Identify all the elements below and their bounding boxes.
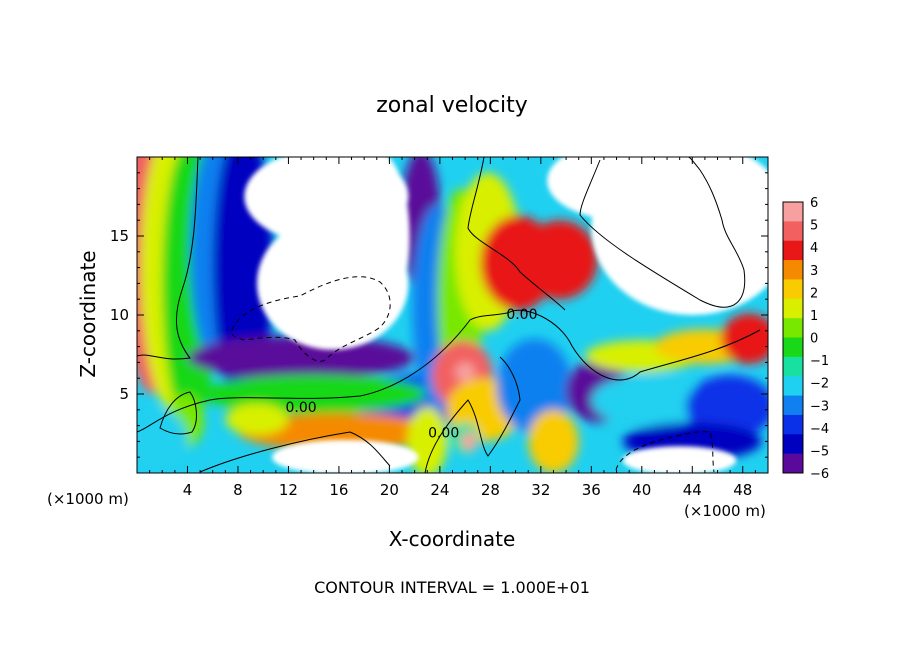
x-axis: 4 8 12 16 20 24 28 32 36 40 44 48 — [149, 157, 756, 499]
colorbar-swatch-0 — [783, 202, 803, 222]
out-of-range-region-2 — [338, 157, 410, 323]
x-tick-label-16: 16 — [329, 481, 348, 499]
y-tick-label-5: 5 — [119, 385, 129, 403]
colorbar-frame — [782, 201, 804, 474]
contour-solid-left — [137, 157, 199, 360]
field-blob-30 — [591, 375, 705, 426]
field-blob-layer — [137, 157, 768, 473]
contour-interval-footer: CONTOUR INTERVAL = 1.000E+01 — [314, 578, 590, 597]
x-tick-label-20: 20 — [380, 481, 399, 499]
colorbar-label-2: 4 — [810, 241, 818, 256]
colorbar-swatch-8 — [783, 356, 803, 377]
x-tick-label-36: 36 — [582, 481, 601, 499]
colorbar-label-5: 1 — [810, 309, 818, 324]
field-blob-25 — [528, 409, 579, 473]
field-blob-17 — [521, 220, 598, 300]
colorbar-label-3: 3 — [810, 264, 818, 279]
x-tick-label-24: 24 — [430, 481, 449, 499]
field-blob-7 — [200, 375, 428, 413]
x-tick-label-32: 32 — [531, 481, 550, 499]
contour-label-1: 0.00 — [506, 307, 537, 323]
chart-title: zonal velocity — [376, 93, 528, 118]
colorbar-swatch-9 — [783, 376, 803, 397]
contour-solid-blob — [159, 391, 197, 435]
x-tick-label-48: 48 — [733, 481, 752, 499]
colorbar-label-6: 0 — [810, 332, 818, 347]
field-blob-24 — [496, 338, 573, 434]
contour-label-0: 0.00 — [285, 400, 316, 416]
x-unit-left: (×1000 m) — [47, 490, 129, 508]
colorbar-label-0: 6 — [810, 196, 818, 211]
y-axis: 5 10 15 — [110, 172, 768, 458]
colorbar: 6 5 4 3 2 1 0 −1 −2 −3 −4 −5 −6 — [782, 196, 829, 482]
out-of-range-region-5 — [272, 439, 419, 473]
contour-label-group: 0.00 0.00 0.00 — [285, 307, 537, 442]
colorbar-swatch-6 — [783, 318, 803, 338]
colorbar-swatch-2 — [783, 240, 803, 261]
contour-label-2: 0.00 — [428, 426, 459, 442]
colorbar-label-1: 5 — [810, 219, 818, 234]
colorbar-swatch-11 — [783, 414, 803, 435]
colorbar-swatch-12 — [783, 434, 803, 455]
colorbar-swatch-7 — [783, 337, 803, 358]
x-tick-label-40: 40 — [632, 481, 651, 499]
colorbar-swatch-13 — [783, 453, 803, 474]
field-blob-19 — [455, 362, 476, 382]
x-tick-label-12: 12 — [279, 481, 298, 499]
contour-thin-right — [579, 157, 746, 308]
x-tick-label-8: 8 — [233, 481, 243, 499]
y-tick-label-15: 15 — [110, 227, 129, 245]
field-blob-31 — [685, 375, 768, 439]
colorbar-label-7: −1 — [810, 354, 829, 369]
x-tick-label-28: 28 — [481, 481, 500, 499]
y-tick-label-10: 10 — [110, 306, 129, 324]
contour-solid-main — [137, 309, 761, 433]
field-blob-22 — [461, 431, 477, 451]
y-axis-label: Z-coordinate — [76, 250, 100, 377]
out-of-range-region-6 — [622, 446, 737, 473]
out-of-range-region-4 — [547, 157, 699, 221]
colorbar-swatch-10 — [783, 395, 803, 416]
field-blob-8 — [237, 412, 440, 451]
x-axis-label: X-coordinate — [389, 527, 516, 551]
plot-area: 0.00 0.00 0.00 — [136, 156, 769, 474]
contour-solid-lower — [424, 356, 521, 473]
field-blob-9 — [225, 403, 289, 436]
contour-lines — [137, 157, 761, 473]
x-unit-right: (×1000 m) — [684, 502, 766, 520]
contour-dashed-right — [615, 431, 715, 473]
colorbar-label-12: −6 — [810, 467, 829, 482]
velocity-field — [137, 157, 768, 473]
colorbar-swatch-4 — [783, 279, 803, 300]
colorbar-label-11: −5 — [810, 444, 829, 459]
colorbar-label-8: −2 — [810, 377, 829, 392]
x-tick-label-4: 4 — [183, 481, 193, 499]
colorbar-swatch-1 — [783, 221, 803, 242]
colorbar-label-9: −3 — [810, 399, 829, 414]
field-blob-29 — [721, 313, 768, 364]
colorbar-swatch-3 — [783, 260, 803, 280]
x-tick-label-44: 44 — [683, 481, 702, 499]
field-blob-5 — [187, 335, 415, 380]
colorbar-swatch-5 — [783, 298, 803, 319]
colorbar-label-4: 2 — [810, 286, 818, 301]
contour-solid-upper — [467, 157, 566, 311]
out-of-range-layer — [244, 157, 768, 473]
contour-solid-bottom — [199, 431, 391, 473]
colorbar-label-10: −4 — [810, 422, 829, 437]
